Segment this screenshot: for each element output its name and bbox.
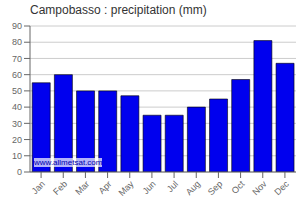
svg-text:60: 60 bbox=[12, 70, 22, 80]
svg-text:80: 80 bbox=[12, 37, 22, 47]
html-text:www.allmetsat.com: www.allmetsat.com bbox=[34, 158, 103, 167]
svg-text:Jan: Jan bbox=[30, 179, 47, 196]
svg-text:50: 50 bbox=[12, 86, 22, 96]
svg-text:70: 70 bbox=[12, 54, 22, 64]
svg-text:May: May bbox=[117, 179, 136, 198]
svg-text:Aug: Aug bbox=[184, 179, 202, 197]
svg-text:Apr: Apr bbox=[97, 179, 114, 196]
svg-text:40: 40 bbox=[12, 102, 22, 112]
svg-text:90: 90 bbox=[12, 21, 22, 31]
svg-text:Sep: Sep bbox=[206, 179, 224, 197]
svg-text:30: 30 bbox=[12, 119, 22, 129]
svg-text:0: 0 bbox=[17, 167, 22, 177]
svg-text:Oct: Oct bbox=[230, 179, 247, 196]
svg-text:20: 20 bbox=[12, 135, 22, 145]
svg-text:Dec: Dec bbox=[272, 179, 291, 198]
html-text:Campobasso : precipitation (mm: Campobasso : precipitation (mm) bbox=[30, 3, 207, 17]
svg-text:Feb: Feb bbox=[51, 179, 69, 197]
svg-text:Jun: Jun bbox=[141, 179, 158, 196]
svg-text:Mar: Mar bbox=[73, 179, 91, 197]
svg-text:Nov: Nov bbox=[250, 179, 269, 198]
svg-text:Jul: Jul bbox=[165, 179, 180, 194]
svg-text:10: 10 bbox=[12, 151, 22, 161]
